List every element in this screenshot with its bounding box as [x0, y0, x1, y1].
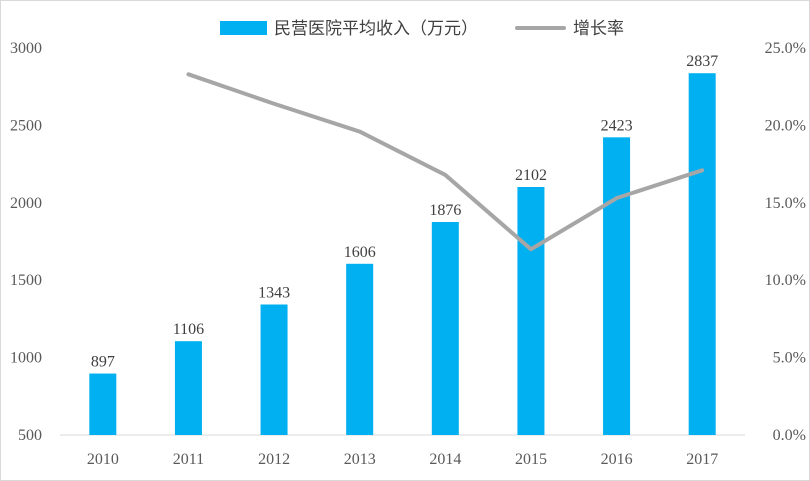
left-axis-tick-label: 1000: [10, 350, 42, 367]
left-axis-tick-label: 500: [18, 427, 42, 444]
right-axis-tick-label: 10.0%: [765, 272, 806, 289]
income-bar: [260, 304, 288, 435]
right-axis-tick-label: 0.0%: [773, 427, 806, 444]
x-axis-tick-label: 2013: [344, 451, 376, 468]
income-data-label: 2102: [515, 167, 547, 184]
right-axis-tick-label: 15.0%: [765, 195, 806, 212]
left-axis: 3000 2500 2000 1500 1000 500: [10, 40, 42, 444]
income-data-label: 1606: [344, 244, 376, 261]
income-data-label: 897: [91, 354, 115, 371]
income-bar: [89, 373, 117, 435]
right-axis-tick-label: 5.0%: [773, 350, 806, 367]
income-bar: [603, 137, 631, 436]
left-axis-tick-label: 3000: [10, 40, 42, 57]
bar-series: [89, 73, 716, 436]
income-bar: [517, 187, 545, 435]
x-axis-tick-label: 2014: [429, 451, 461, 468]
income-bar: [688, 73, 716, 436]
income-bar: [174, 341, 202, 435]
legend: 民营医院平均收入（万元） 增长率: [220, 19, 624, 39]
bar-data-labels: 897 1106 1343 1606 1876 2102 2423 2837: [91, 53, 718, 370]
x-axis-tick-label: 2011: [173, 451, 204, 468]
legend-bar-label: 民营医院平均收入（万元）: [274, 19, 478, 39]
legend-bar-swatch: [220, 21, 267, 35]
x-axis-tick-label: 2010: [87, 451, 119, 468]
right-axis: 25.0% 20.0% 15.0% 10.0% 5.0% 0.0%: [765, 40, 806, 444]
income-data-label: 1106: [173, 321, 204, 338]
income-data-label: 1876: [429, 202, 461, 219]
income-data-label: 1343: [258, 285, 290, 302]
x-axis-labels: 2010 2011 2012 2013 2014 2015 2016 2017: [87, 451, 718, 468]
growth-rate-series: [186, 72, 705, 252]
left-axis-tick-label: 1500: [10, 272, 42, 289]
income-data-label: 2423: [601, 117, 633, 134]
right-axis-tick-label: 25.0%: [765, 40, 806, 57]
legend-line-label: 增长率: [573, 19, 624, 39]
income-data-label: 2837: [686, 53, 718, 70]
income-bar: [346, 263, 374, 435]
x-axis-tick-label: 2016: [601, 451, 633, 468]
left-axis-tick-label: 2000: [10, 195, 42, 212]
left-axis-tick-label: 2500: [10, 117, 42, 134]
x-axis-tick-label: 2012: [258, 451, 290, 468]
x-axis-tick-label: 2017: [686, 451, 718, 468]
income-bar: [431, 221, 459, 435]
x-axis-tick-label: 2015: [515, 451, 547, 468]
right-axis-tick-label: 20.0%: [765, 117, 806, 134]
